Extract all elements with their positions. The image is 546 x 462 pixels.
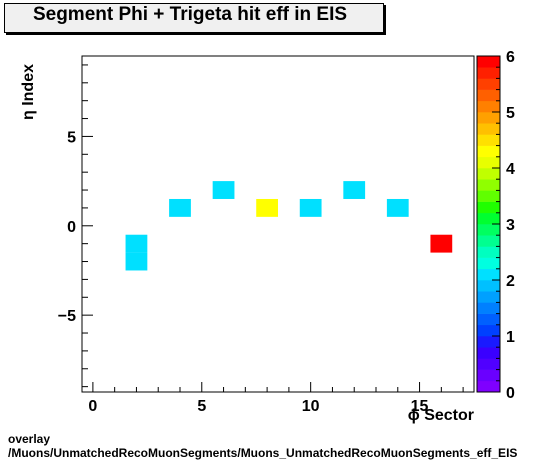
heatmap-cell xyxy=(125,252,148,271)
colorbar-segment xyxy=(477,179,500,191)
heatmap-cell xyxy=(430,234,453,253)
y-tick-label: 0 xyxy=(67,219,76,236)
colorbar-segment xyxy=(477,56,500,68)
colorbar-segment xyxy=(477,212,500,225)
heatmap-cell xyxy=(256,198,278,217)
chart-title: Segment Phi + Trigeta hit eff in EIS xyxy=(32,4,348,25)
heatmap-cell xyxy=(212,181,235,199)
colorbar-segment xyxy=(477,291,500,303)
colorbar-segment xyxy=(477,324,500,337)
colorbar-segment xyxy=(477,257,500,270)
footer-line-1: overlay xyxy=(8,432,51,446)
colorbar-segment xyxy=(477,145,500,158)
x-tick-label: 15 xyxy=(411,398,429,415)
heatmap-cell xyxy=(386,198,409,217)
colorbar-tick-label: 6 xyxy=(506,49,515,66)
colorbar-segment xyxy=(477,246,500,258)
colorbar-segment xyxy=(477,112,500,124)
heatmap-cell xyxy=(299,198,322,217)
x-axis-label: ϕ Sector xyxy=(407,407,474,424)
x-tick-label: 5 xyxy=(197,398,206,415)
title-box xyxy=(4,3,384,33)
colorbar-tick-label: 1 xyxy=(506,329,515,346)
colorbar-segment xyxy=(477,369,500,382)
colorbar-segment xyxy=(477,78,500,90)
colorbar-segment xyxy=(477,168,500,180)
y-axis-label: η Index xyxy=(20,63,37,120)
colorbar-segment xyxy=(477,280,500,292)
colorbar-segment xyxy=(477,358,500,370)
heatmap-cell xyxy=(125,234,148,253)
colorbar-tick-label: 2 xyxy=(506,273,515,290)
plot-frame xyxy=(81,55,475,393)
colorbar-tick-label: 4 xyxy=(506,161,515,178)
colorbar-tick-label: 5 xyxy=(506,105,515,122)
y-tick-label: −5 xyxy=(58,308,76,325)
colorbar-segment xyxy=(477,89,500,102)
colorbar-segment xyxy=(477,313,500,326)
colorbar-segment xyxy=(477,100,500,113)
colorbar-segment xyxy=(477,235,500,247)
colorbar-tick-label: 0 xyxy=(506,385,515,402)
colorbar-segment xyxy=(477,156,500,169)
colorbar-segment xyxy=(477,190,500,202)
colorbar-segment xyxy=(477,302,500,314)
colorbar-tick-label: 3 xyxy=(506,217,515,234)
x-tick-label: 0 xyxy=(88,398,97,415)
colorbar-segment xyxy=(477,347,500,359)
colorbar-segment xyxy=(477,380,500,393)
colorbar-segment xyxy=(477,224,500,236)
colorbar-segment xyxy=(477,123,500,135)
colorbar-segment xyxy=(477,134,500,146)
footer-line-2: /Muons/UnmatchedRecoMuonSegments/Muons_U… xyxy=(8,446,518,460)
heatmap-cell xyxy=(343,181,366,199)
colorbar-segment xyxy=(477,336,500,348)
colorbar-segment xyxy=(477,67,500,79)
colorbar-segment xyxy=(477,201,500,214)
colorbar-segment xyxy=(477,268,500,281)
x-tick-label: 10 xyxy=(302,398,320,415)
heatmap-cell xyxy=(169,198,191,217)
y-tick-label: 5 xyxy=(67,129,76,146)
